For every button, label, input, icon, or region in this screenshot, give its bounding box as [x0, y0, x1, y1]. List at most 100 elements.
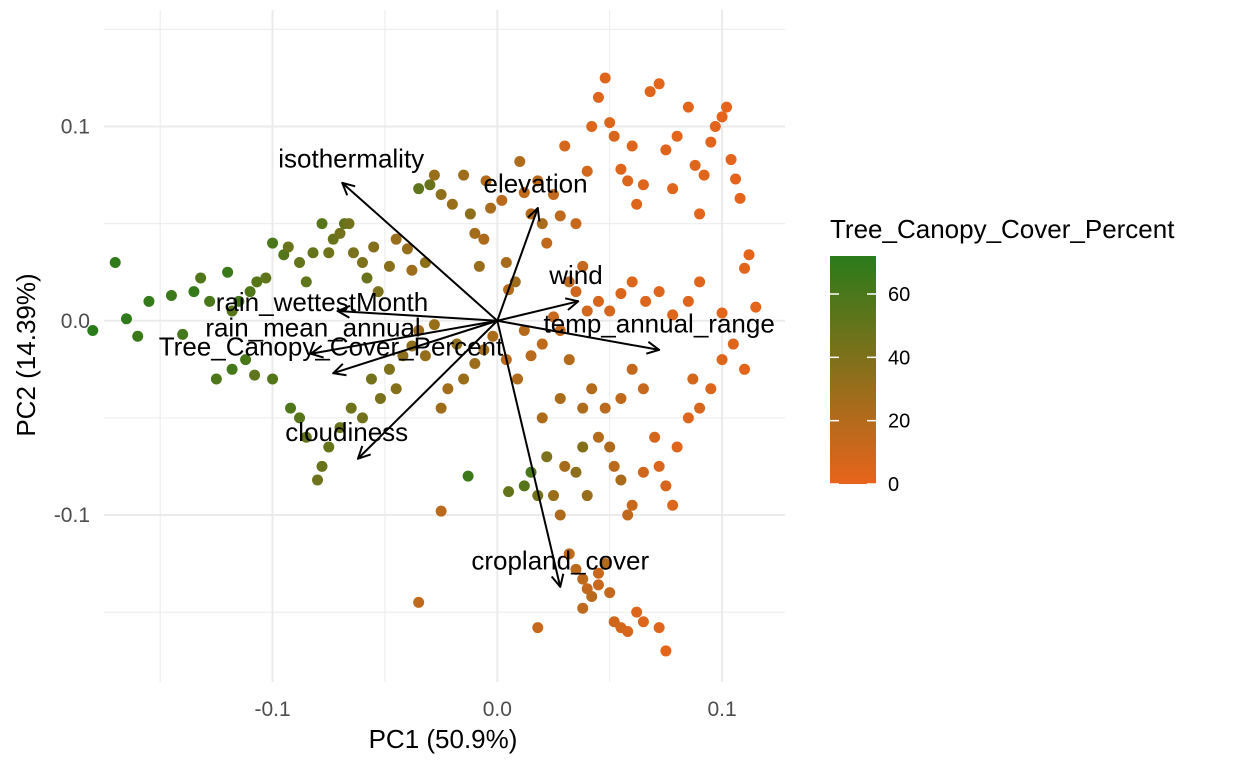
data-point [478, 233, 490, 245]
data-point [563, 354, 575, 366]
data-point [604, 441, 616, 453]
data-point [485, 202, 497, 214]
data-point [671, 130, 683, 142]
data-point [419, 256, 431, 268]
data-point [469, 227, 481, 239]
data-point [694, 276, 706, 288]
data-point [727, 338, 739, 350]
data-point [446, 198, 458, 210]
data-point [473, 260, 485, 272]
data-point [251, 276, 263, 288]
data-point [267, 373, 279, 385]
data-point [653, 622, 665, 634]
x-tick-label: 0.0 [483, 698, 512, 721]
data-point [599, 402, 611, 414]
data-point [570, 563, 582, 575]
data-point [532, 175, 544, 187]
data-point [577, 260, 589, 272]
data-point [413, 596, 425, 608]
data-point [592, 91, 604, 103]
data-point [165, 290, 177, 302]
data-point [120, 313, 132, 325]
data-point [87, 324, 99, 336]
data-point [570, 286, 582, 298]
data-point [361, 272, 373, 284]
data-point [222, 266, 234, 278]
data-point [401, 243, 413, 255]
x-axis-title: PC1 (50.9%) [369, 724, 518, 754]
data-point [312, 474, 324, 486]
loading-arrow [338, 311, 498, 322]
data-point [458, 169, 470, 181]
data-point [334, 422, 346, 434]
data-point [323, 247, 335, 259]
tick-labels: -0.1 0.0 0.1 -0.1 0.0 0.1 [54, 116, 737, 721]
data-point [518, 324, 530, 336]
data-point [653, 460, 665, 472]
loading-arrow [333, 319, 498, 373]
color-legend: Tree_Canopy_Cover_Percent 0 20 40 60 [830, 214, 1175, 496]
data-point [512, 373, 524, 385]
data-point [592, 295, 604, 307]
data-point [743, 249, 755, 261]
data-point [478, 344, 490, 356]
data-point [541, 451, 553, 463]
data-point [294, 412, 306, 424]
data-point [188, 286, 200, 298]
y-tick-label: 0.0 [61, 310, 90, 333]
data-point [500, 256, 512, 268]
data-point [640, 295, 652, 307]
data-point [581, 305, 593, 317]
data-point [195, 272, 207, 284]
data-point [581, 490, 593, 502]
data-point [406, 264, 418, 276]
data-point [671, 441, 683, 453]
data-point [316, 460, 328, 472]
data-point [716, 307, 728, 319]
data-point [177, 328, 189, 340]
data-point [570, 218, 582, 230]
y-tick-label: -0.1 [54, 504, 90, 527]
data-point [563, 276, 575, 288]
data-point [604, 587, 616, 599]
data-point [343, 218, 355, 230]
data-point [615, 163, 627, 175]
data-point [615, 474, 627, 486]
loading-label: rain_mean_annual [205, 312, 420, 342]
data-point [204, 295, 216, 307]
data-point [608, 460, 620, 472]
data-point [660, 645, 672, 657]
data-point [249, 369, 261, 381]
data-point [626, 140, 638, 152]
data-point [435, 189, 447, 201]
y-axis-title: PC2 (14.39%) [11, 273, 41, 436]
data-point [267, 237, 279, 249]
data-point [469, 357, 481, 369]
data-point [368, 241, 380, 253]
data-point [518, 480, 530, 492]
data-point [503, 486, 515, 498]
data-point [390, 383, 402, 395]
data-point [604, 305, 616, 317]
data-point [649, 431, 661, 443]
data-point [563, 548, 575, 560]
data-point [390, 233, 402, 245]
data-point [233, 295, 245, 307]
loading-arrow [311, 319, 498, 354]
legend-colorbar [830, 256, 876, 484]
data-point [424, 179, 436, 191]
data-point [615, 392, 627, 404]
data-point [660, 480, 672, 492]
data-point [374, 392, 386, 404]
data-point [365, 373, 377, 385]
data-point [592, 431, 604, 443]
data-point [554, 392, 566, 404]
data-point [532, 622, 544, 634]
points [87, 72, 762, 657]
data-point [586, 591, 598, 603]
data-point [226, 305, 238, 317]
data-point [644, 86, 656, 98]
loading-arrow [496, 320, 560, 587]
data-point [435, 505, 447, 517]
